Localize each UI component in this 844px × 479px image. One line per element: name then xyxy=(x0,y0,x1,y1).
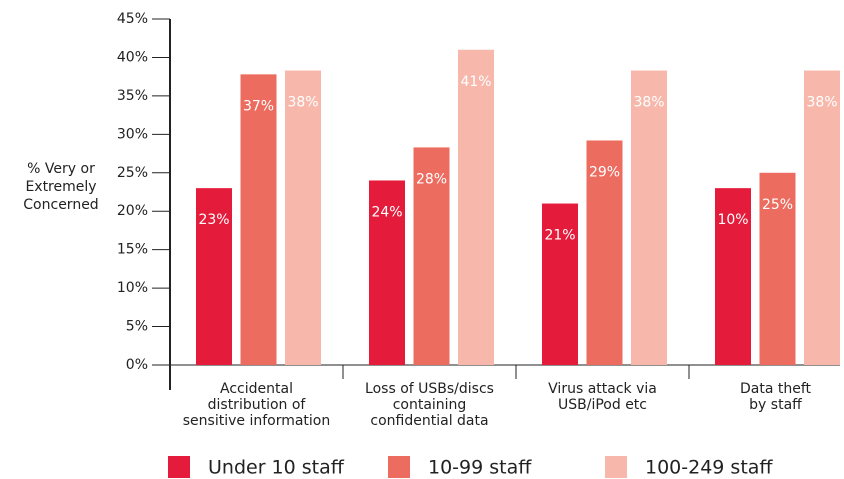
y-tick-label: 40% xyxy=(117,49,148,65)
legend-label: 10-99 staff xyxy=(428,457,532,479)
bar xyxy=(285,70,321,365)
y-tick-label: 15% xyxy=(117,242,148,258)
x-tick-label: Accidental distribution of sensitive inf… xyxy=(182,381,331,429)
x-tick-label: Data theft by staff xyxy=(739,381,812,413)
y-axis-label: % Very or Extremely Concerned xyxy=(23,161,99,213)
data-label: 38% xyxy=(287,95,318,111)
bar xyxy=(369,180,405,365)
bar xyxy=(804,70,840,365)
legend-label: 100-249 staff xyxy=(645,457,773,479)
data-label: 25% xyxy=(762,197,793,213)
bar xyxy=(196,188,232,365)
bar xyxy=(759,172,796,365)
data-label: 23% xyxy=(198,212,229,228)
data-label: 38% xyxy=(806,95,837,111)
y-tick-label: 10% xyxy=(117,280,148,296)
x-tick-label: Loss of USBs/discs containing confidenti… xyxy=(365,381,494,429)
data-label: 10% xyxy=(717,212,748,228)
legend-swatch xyxy=(605,456,627,478)
bar xyxy=(458,49,494,365)
data-label: 24% xyxy=(371,204,402,220)
data-label: 28% xyxy=(416,171,447,187)
data-label: 38% xyxy=(633,95,664,111)
y-tick-label: 25% xyxy=(117,165,148,181)
bar xyxy=(715,188,751,365)
legend-swatch xyxy=(168,456,190,478)
data-label: 21% xyxy=(544,228,575,244)
bar xyxy=(631,70,667,365)
bar xyxy=(542,203,578,365)
data-label: 29% xyxy=(589,164,620,180)
y-tick-label: 35% xyxy=(117,88,148,104)
legend-swatch xyxy=(388,456,410,478)
y-tick-label: 0% xyxy=(126,357,148,373)
legend-label: Under 10 staff xyxy=(208,457,345,479)
x-tick-label: Virus attack via USB/iPod etc xyxy=(548,381,657,413)
bar xyxy=(586,140,623,365)
y-tick-label: 45% xyxy=(117,11,148,27)
data-label: 41% xyxy=(460,74,491,90)
y-tick-label: 5% xyxy=(126,319,148,335)
data-label: 37% xyxy=(243,98,274,114)
bar xyxy=(413,147,450,365)
bar xyxy=(240,74,277,366)
y-tick-label: 30% xyxy=(117,126,148,142)
y-tick-label: 20% xyxy=(117,203,148,219)
